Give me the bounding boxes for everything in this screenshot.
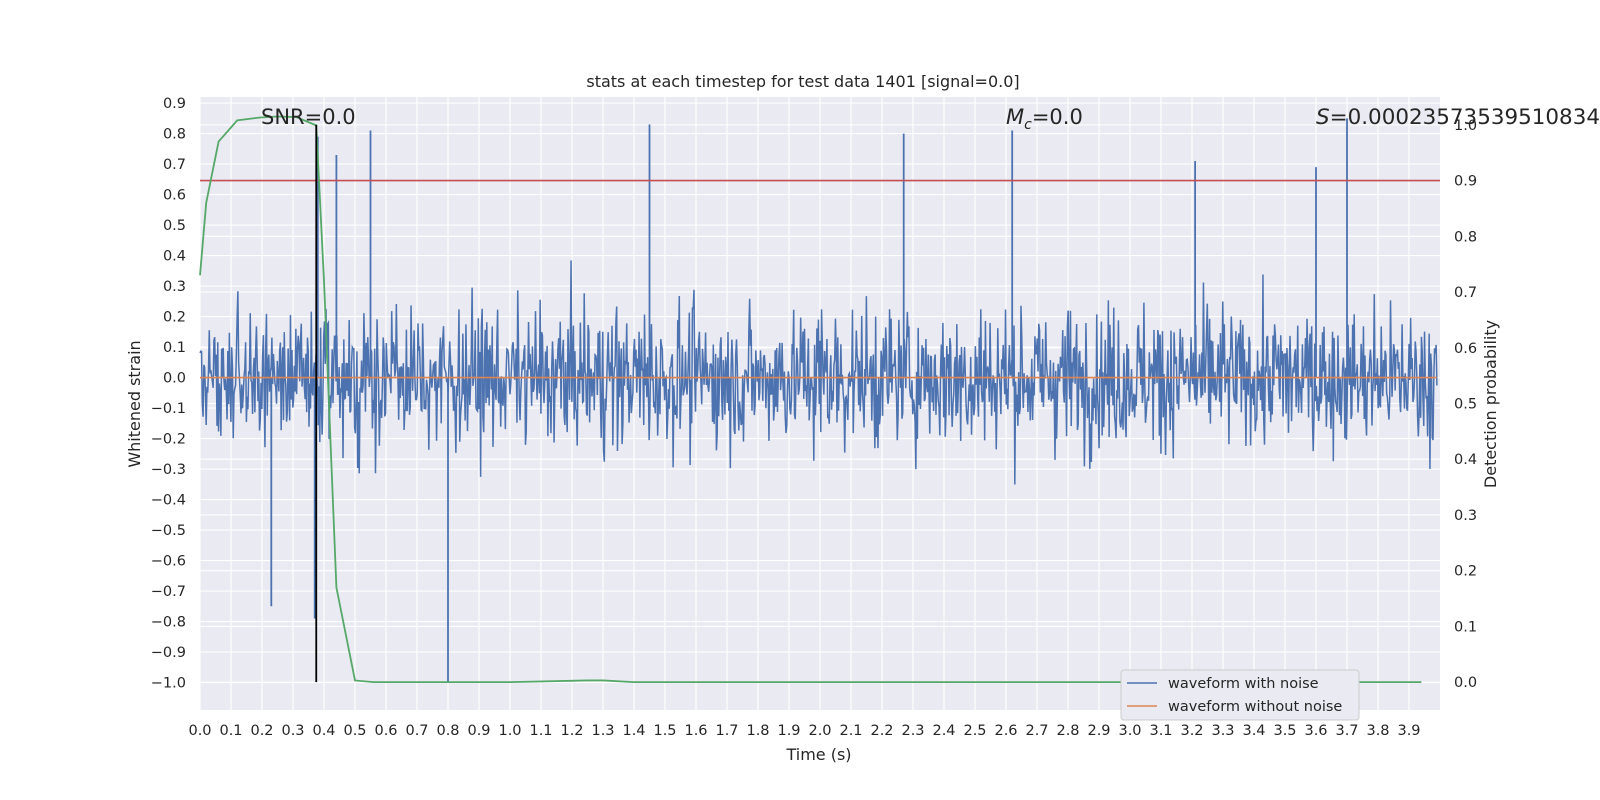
y2-tick-label: 0.8 [1454, 229, 1477, 245]
y-tick-label: −0.8 [151, 615, 186, 631]
y-tick-label: −0.1 [151, 401, 186, 417]
x-tick-label: 1.7 [715, 723, 738, 739]
x-tick-label: 3.7 [1335, 723, 1358, 739]
y2-tick-label: 0.2 [1454, 564, 1477, 580]
x-tick-label: 1.9 [777, 723, 800, 739]
x-axis-label: Time (s) [785, 745, 851, 764]
x-tick-label: 0.6 [374, 723, 397, 739]
x-tick-label: 3.5 [1273, 723, 1296, 739]
y2-axis-label: Detection probability [1481, 320, 1500, 488]
x-tick-label: 3.3 [1211, 723, 1234, 739]
y-tick-label: 0.5 [163, 218, 186, 234]
x-tick-label: 0.5 [343, 723, 366, 739]
mc-annotation: Mc=0.0 [1006, 105, 1083, 133]
x-tick-label: 2.2 [870, 723, 893, 739]
series-waveform-with-noise [199, 260, 1438, 485]
legend-label-clean: waveform without noise [1168, 699, 1342, 715]
x-tick-label: 0.4 [312, 723, 335, 739]
y-tick-label: 0.2 [163, 310, 186, 326]
y2-tick-label: 0.4 [1454, 452, 1477, 468]
y-tick-label: −0.5 [151, 523, 186, 539]
x-tick-label: 3.4 [1242, 723, 1265, 739]
x-tick-label: 0.3 [281, 723, 304, 739]
y-tick-label: −1.0 [151, 676, 186, 692]
y-tick-label: 0.1 [163, 340, 186, 356]
y2-tick-label: 0.1 [1454, 619, 1477, 635]
x-tick-label: 1.1 [529, 723, 552, 739]
series-detection-probability [199, 115, 1422, 684]
x-tick-label: 2.8 [1056, 723, 1079, 739]
x-tick-label: 3.2 [1180, 723, 1203, 739]
y-tick-label: 0.7 [163, 157, 186, 173]
y-tick-label: 0.3 [163, 279, 186, 295]
y-tick-label: 0.0 [163, 371, 186, 387]
y2-tick-label: 1.0 [1454, 118, 1477, 134]
snr-annotation: SNR=0.0 [261, 105, 356, 129]
y-tick-labels: 0.9 0.8 0.7 0.6 0.5 0.4 0.3 0.2 0.1 0.0 −0.1 −0.2 −0… [151, 96, 186, 691]
y-tick-label: −0.4 [151, 493, 186, 509]
x-tick-label: 3.9 [1397, 723, 1420, 739]
x-tick-label: 2.1 [839, 723, 862, 739]
y-tick-label: 0.9 [163, 96, 186, 112]
y-tick-label: −0.2 [151, 432, 186, 448]
y-tick-label: −0.3 [151, 462, 186, 478]
x-tick-label: 0.8 [436, 723, 459, 739]
mc-symbol: M [1006, 105, 1024, 129]
x-tick-label: 1.3 [591, 723, 614, 739]
x-tick-label: 0.1 [219, 723, 242, 739]
x-tick-label: 2.5 [963, 723, 986, 739]
mc-subscript: c [1024, 117, 1032, 133]
legend-label-noise: waveform with noise [1168, 676, 1319, 692]
y2-tick-labels: 1.0 0.9 0.8 0.7 0.6 0.5 0.4 0.3 0.2 0.1 0.0 [1454, 118, 1477, 691]
x-tick-label: 0.7 [405, 723, 428, 739]
x-tick-label: 2.9 [1087, 723, 1110, 739]
x-tick-label: 0.0 [188, 723, 211, 739]
x-tick-label: 0.2 [250, 723, 273, 739]
x-tick-label: 3.0 [1118, 723, 1141, 739]
x-tick-label: 2.3 [901, 723, 924, 739]
x-tick-label: 3.1 [1149, 723, 1172, 739]
x-tick-label: 3.6 [1304, 723, 1327, 739]
y-tick-label: 0.6 [163, 188, 186, 204]
y2-tick-label: 0.5 [1454, 397, 1477, 413]
y-axis-label: Whitened strain [125, 340, 144, 467]
legend-box [1120, 669, 1360, 721]
x-tick-label: 3.8 [1366, 723, 1389, 739]
chart-title: stats at each timestep for test data 140… [586, 72, 1019, 91]
s-annotation: S=0.00023573539510834 [1316, 105, 1600, 129]
s-symbol: S [1316, 105, 1330, 129]
x-tick-labels: 0.0 0.1 0.2 0.3 0.4 0.5 0.6 0.7 0.8 0.9 1.0 1.1 1.2 1… [188, 723, 1420, 739]
mc-value: =0.0 [1032, 105, 1083, 129]
s-value: =0.00023573539510834 [1330, 105, 1600, 129]
y-tick-label: −0.6 [151, 554, 186, 570]
x-tick-label: 1.6 [684, 723, 707, 739]
x-tick-label: 1.2 [560, 723, 583, 739]
y-tick-label: 0.4 [163, 249, 186, 265]
x-tick-label: 1.4 [622, 723, 645, 739]
x-tick-label: 1.5 [653, 723, 676, 739]
x-tick-label: 2.6 [994, 723, 1017, 739]
x-tick-label: 1.0 [498, 723, 521, 739]
legend: waveform with noise waveform without noi… [1120, 669, 1360, 721]
x-tick-label: 1.8 [746, 723, 769, 739]
y2-tick-label: 0.7 [1454, 285, 1477, 301]
x-tick-label: 2.4 [932, 723, 955, 739]
x-tick-label: 2.7 [1025, 723, 1048, 739]
y2-tick-label: 0.6 [1454, 341, 1477, 357]
y2-tick-label: 0.0 [1454, 675, 1477, 691]
y-tick-label: −0.9 [151, 645, 186, 661]
y-tick-label: −0.7 [151, 584, 186, 600]
x-tick-label: 2.0 [808, 723, 831, 739]
y-tick-label: 0.8 [163, 127, 186, 143]
y2-tick-label: 0.3 [1454, 508, 1477, 524]
series-layer [199, 115, 1440, 684]
x-tick-label: 0.9 [467, 723, 490, 739]
y2-tick-label: 0.9 [1454, 174, 1477, 190]
